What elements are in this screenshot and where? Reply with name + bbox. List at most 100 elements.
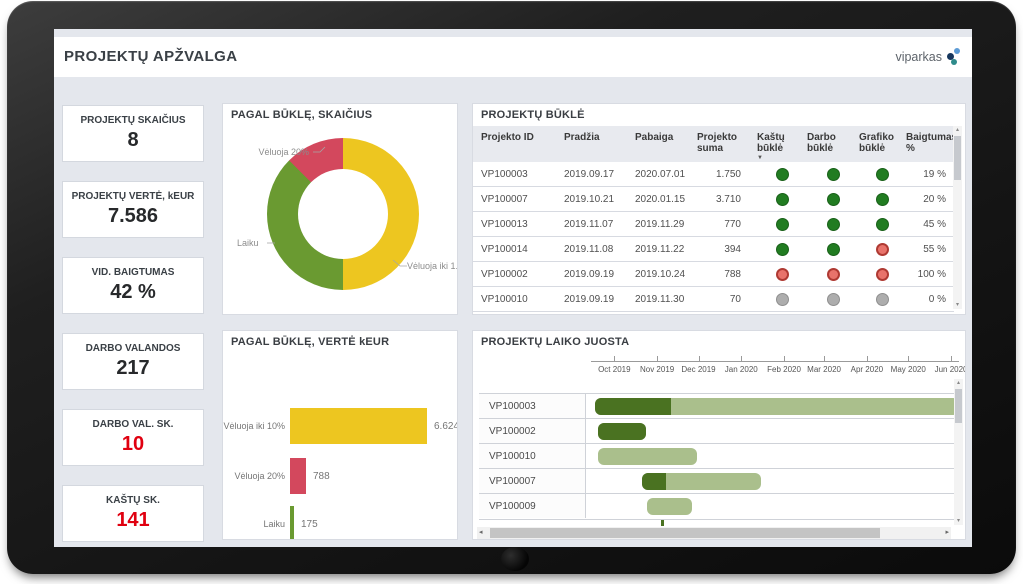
scroll-up-icon[interactable]: ▴ — [956, 380, 960, 386]
device-camera-dot — [501, 547, 529, 571]
table-title: PROJEKTŲ BŪKLĖ — [481, 109, 585, 121]
cell-darbo-status — [807, 242, 859, 256]
scroll-left-icon[interactable]: ◂ — [479, 529, 483, 536]
month-label: Mar 2020 — [807, 365, 841, 374]
gantt-row-label: VP100009 — [479, 494, 586, 518]
cell-completion: 19 % — [923, 168, 946, 180]
gantt-row[interactable]: VP100009 — [479, 493, 959, 518]
bar-value-label: 6.624 — [434, 420, 458, 432]
donut-label-veluoja-20: Vėluoja 20% — [258, 147, 309, 157]
gantt-row[interactable]: VP100007 — [479, 468, 959, 493]
kpi-value: 10 — [121, 433, 145, 455]
cell-project-sum: 1.750 — [715, 168, 741, 180]
gantt-vscrollbar-thumb[interactable] — [955, 389, 962, 423]
kpi-card-4[interactable]: DARBO VALANDOS 217 — [62, 333, 204, 390]
status-dot-red — [876, 267, 889, 281]
month-label: Nov 2019 — [639, 365, 675, 374]
month-tick — [784, 356, 786, 362]
table-row[interactable]: VP100013 2019.11.07 2019.11.29 770 45 % — [473, 212, 954, 237]
bar-row-3: Laiku 175 — [223, 506, 318, 539]
cell-kastu-status — [757, 242, 807, 256]
gantt-bar[interactable] — [597, 423, 647, 440]
cell-end-date: 2020.01.15 — [635, 193, 686, 205]
status-dot-gray — [826, 292, 840, 306]
gantt-bar[interactable] — [597, 448, 698, 465]
table-row[interactable]: VP100007 2019.10.21 2020.01.15 3.710 20 % — [473, 187, 954, 212]
device-frame: PROJEKTŲ APŽVALGA viparkas PROJEKTŲ SKAI… — [7, 1, 1016, 574]
kpi-column: PROJEKTŲ SKAIČIUS 8 PROJEKTŲ VERTĖ, kEUR 7.… — [62, 105, 204, 542]
gantt-horizontal-scrollbar[interactable]: ◂ ▸ — [477, 527, 951, 539]
status-dot-green — [775, 192, 789, 206]
cell-grafiko-status — [859, 292, 906, 306]
kpi-card-1[interactable]: PROJEKTŲ SKAIČIUS 8 — [62, 105, 204, 162]
table-header-cell[interactable]: Projekto suma — [697, 132, 738, 154]
gantt-row[interactable]: VP100003 — [479, 393, 959, 418]
table-header-cell[interactable]: Darbo būklė — [807, 132, 836, 154]
gantt-row-label: VP100002 — [479, 419, 586, 443]
table-row[interactable]: VP100002 2019.09.19 2019.10.24 788 100 % — [473, 262, 954, 287]
cell-completion: 20 % — [923, 193, 946, 205]
table-header-cell[interactable]: Kaštų būklė ▼ — [757, 126, 807, 162]
cell-completion: 0 % — [928, 293, 946, 305]
scroll-down-icon[interactable]: ▾ — [956, 518, 960, 524]
gantt-bar-progress — [597, 423, 646, 440]
month-tick — [951, 356, 953, 362]
table-header-cell[interactable]: Projekto ID — [481, 132, 534, 143]
bar-rect[interactable] — [290, 458, 306, 494]
kpi-card-3[interactable]: VID. BAIGTUMAS 42 % — [62, 257, 204, 314]
bar-value-label: 788 — [313, 470, 330, 482]
kpi-card-5[interactable]: DARBO VAL. SK. 10 — [62, 409, 204, 466]
gantt-hscrollbar-thumb[interactable] — [490, 528, 880, 538]
gantt-vertical-scrollbar[interactable]: ▴ ▾ — [954, 379, 963, 525]
cell-project-id: VP100007 — [481, 193, 528, 205]
table-scrollbar[interactable]: ▴ ▾ — [953, 126, 962, 309]
cell-start-date: 2019.09.17 — [564, 168, 615, 180]
table-body: VP100003 2019.09.17 2020.07.01 1.750 19 % VP1… — [473, 162, 954, 312]
gantt-row-label: VP100010 — [479, 444, 586, 468]
cell-end-date: 2019.11.22 — [635, 243, 685, 255]
viparkas-logo-icon — [947, 48, 960, 65]
scroll-up-icon[interactable]: ▴ — [955, 127, 959, 133]
kpi-value: 7.586 — [107, 205, 159, 227]
table-row[interactable]: VP100010 2019.09.19 2019.11.30 70 0 % — [473, 287, 954, 312]
cell-grafiko-status — [859, 167, 906, 181]
cell-darbo-status — [807, 217, 859, 231]
table-row[interactable]: VP100003 2019.09.17 2020.07.01 1.750 19 % — [473, 162, 954, 187]
bar-row-2: Vėluoja 20% 788 — [223, 458, 330, 494]
brand-logo: viparkas — [895, 48, 960, 65]
cell-grafiko-status — [859, 242, 906, 256]
gantt-row[interactable]: VP100010 — [479, 443, 959, 468]
titlebar: PROJEKTŲ APŽVALGA viparkas — [54, 37, 972, 77]
gantt-row[interactable]: VP100002 — [479, 418, 959, 443]
cell-grafiko-status — [859, 267, 906, 281]
scroll-right-icon[interactable]: ▸ — [945, 529, 949, 536]
gantt-row-plot — [586, 444, 959, 468]
gantt-bar[interactable] — [641, 473, 761, 490]
table-header-cell[interactable]: Pradžia — [564, 132, 600, 143]
cell-project-id: VP100014 — [481, 243, 528, 255]
status-dot-red — [775, 267, 789, 281]
table-header-cell[interactable]: Baigtumas % — [906, 132, 958, 154]
gantt-row-plot — [586, 494, 959, 518]
gantt-bar-progress — [595, 398, 671, 415]
gantt-bar[interactable] — [595, 398, 959, 415]
cell-grafiko-status — [859, 217, 906, 231]
kpi-card-2[interactable]: PROJEKTŲ VERTĖ, kEUR 7.586 — [62, 181, 204, 238]
status-dot-green — [826, 217, 840, 231]
scroll-down-icon[interactable]: ▾ — [955, 302, 959, 308]
bar-rect[interactable] — [290, 408, 427, 444]
status-dot-green — [775, 217, 789, 231]
gantt-bar[interactable] — [647, 498, 692, 515]
sort-descending-icon: ▼ — [757, 155, 763, 161]
cell-start-date: 2019.09.19 — [564, 293, 615, 305]
gantt-row-label: VP100007 — [479, 469, 586, 493]
table-row[interactable]: VP100014 2019.11.08 2019.11.22 394 55 % — [473, 237, 954, 262]
table-scrollbar-thumb[interactable] — [954, 136, 961, 180]
month-label: Jun 2020 — [934, 365, 966, 374]
table-header-cell[interactable]: Grafiko būklė — [859, 132, 895, 154]
bar-rect[interactable] — [290, 506, 294, 539]
table-header-cell[interactable]: Pabaiga — [635, 132, 674, 143]
kpi-label: KAŠTŲ SK. — [106, 495, 160, 506]
status-count-donut-chart[interactable] — [267, 138, 419, 290]
kpi-card-6[interactable]: KAŠTŲ SK. 141 — [62, 485, 204, 542]
